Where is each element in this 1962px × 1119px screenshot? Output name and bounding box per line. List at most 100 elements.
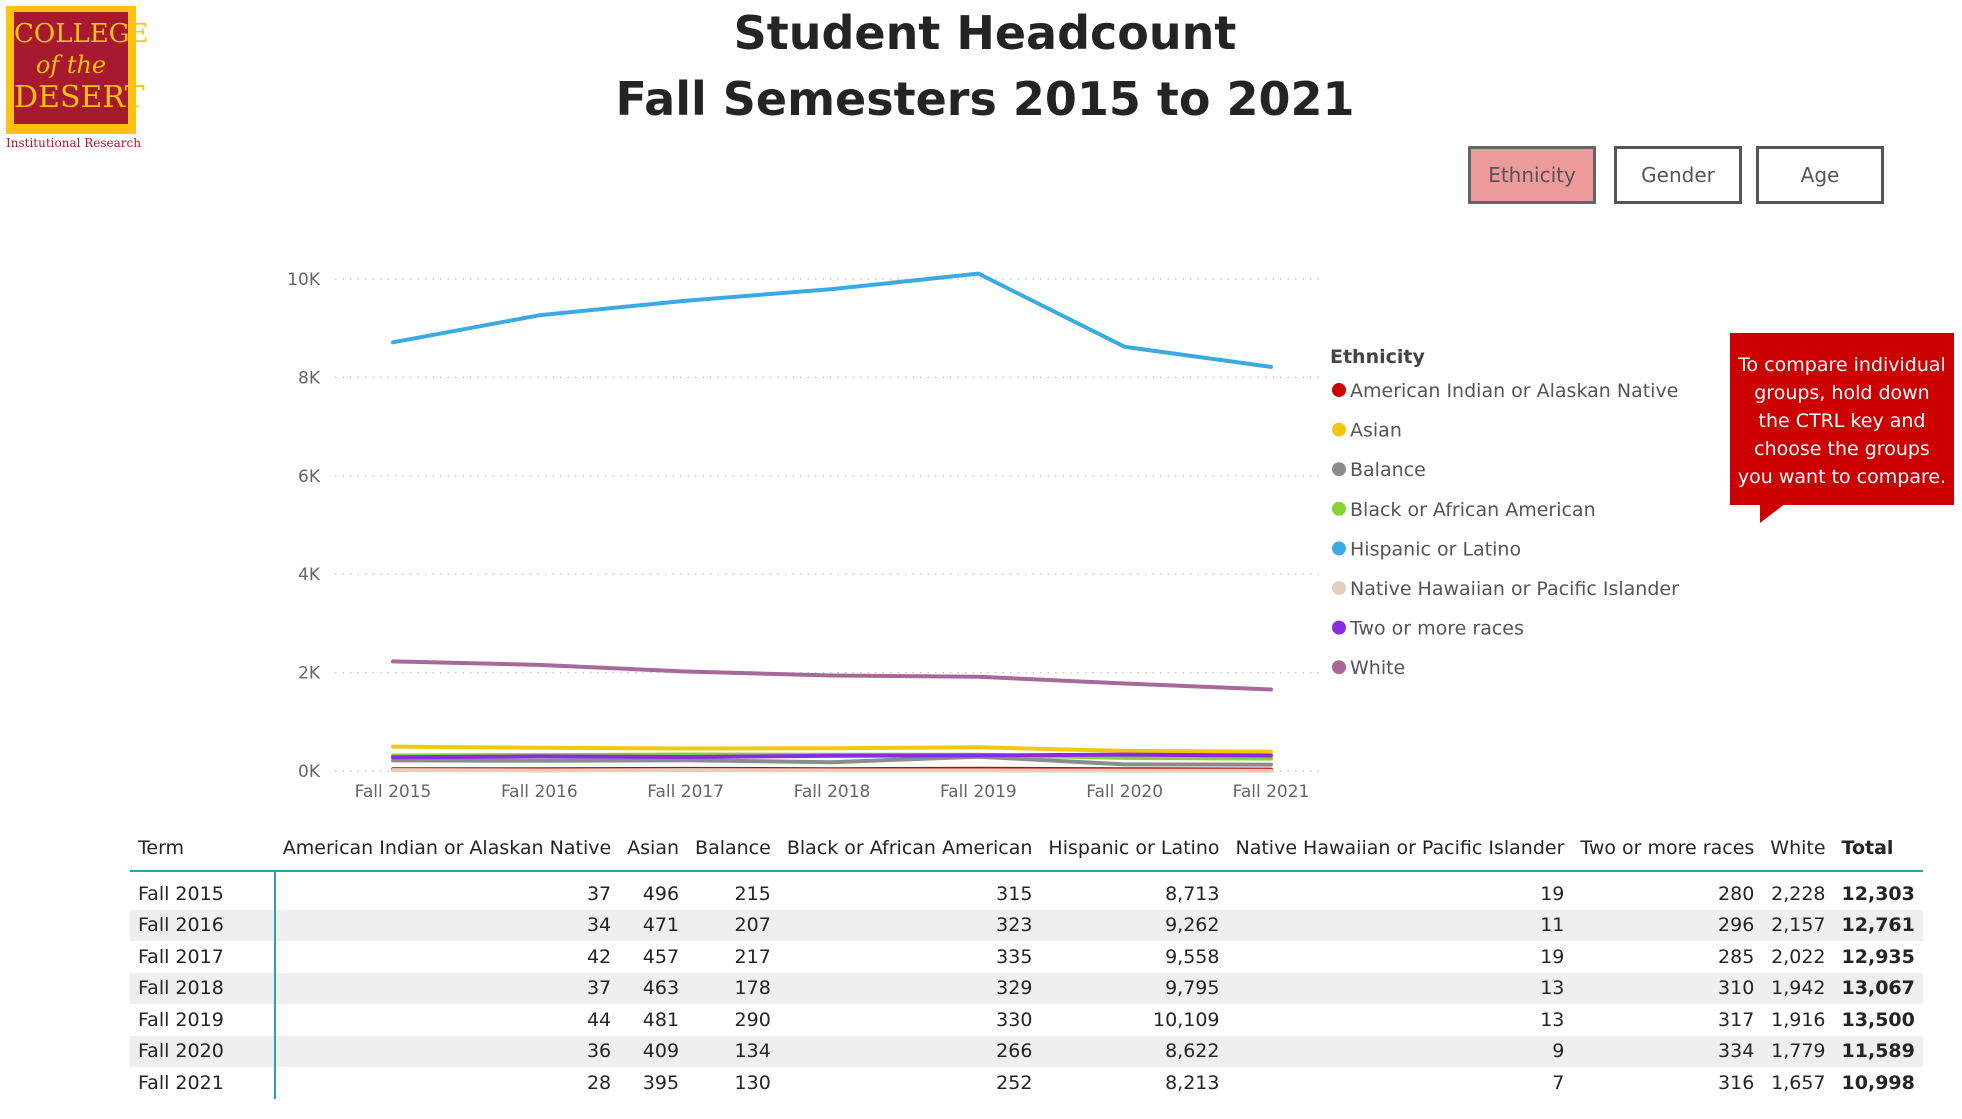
table-cell: 130 xyxy=(734,1071,771,1094)
table-cell: 463 xyxy=(619,972,688,1004)
logo-line-3: DESERT xyxy=(14,80,145,115)
cell-total: 11,589 xyxy=(1833,1035,1923,1067)
table-cell: 290 xyxy=(734,1008,771,1031)
table-cell: 2,157 xyxy=(1762,909,1834,941)
table-cell: 134 xyxy=(687,1035,779,1067)
col-header-native-hawaiian[interactable]: Native Hawaiian or Pacific Islander xyxy=(1227,826,1573,872)
table-cell: 13 xyxy=(1540,1008,1565,1031)
table-cell: 395 xyxy=(642,1071,680,1094)
x-tick-label: Fall 2020 xyxy=(1086,782,1163,802)
series-line-hispanic-or-latino xyxy=(391,271,1273,369)
legend-marker-american-indian-or-alaskan-native xyxy=(1332,383,1346,397)
table-cell: 330 xyxy=(996,1008,1033,1031)
y-tick-label: 6K xyxy=(298,467,321,487)
y-tick-label: 4K xyxy=(298,565,321,585)
legend-marker-black-or-african-american xyxy=(1332,501,1346,516)
table-row: Fall 2020 36 409 134 266 8,622 9 334 1,7… xyxy=(130,1035,1923,1067)
series-line-balance xyxy=(391,754,1273,767)
table-cell: 335 xyxy=(996,945,1033,968)
legend-marker-two-or-more-races xyxy=(1332,620,1346,635)
cell-term: Fall 2015 xyxy=(130,871,276,910)
legend-label-white: White xyxy=(1350,657,1405,679)
col-header-white[interactable]: White xyxy=(1762,826,1834,872)
table-cell: 323 xyxy=(778,909,1041,941)
cell-total: 12,935 xyxy=(1841,945,1915,968)
table-row: Fall 2021 28 395 130 252 8,213 7 316 1,6… xyxy=(130,1067,1923,1099)
series-line-two-or-more-races xyxy=(391,752,1273,760)
x-tick-label: Fall 2019 xyxy=(940,782,1017,802)
col-header-american-indian[interactable]: American Indian or Alaskan Native xyxy=(274,826,620,872)
instruction-callout: To compare individual groups, hold down … xyxy=(1730,333,1954,505)
table-cell: 37 xyxy=(586,882,612,905)
x-tick-label: Fall 2018 xyxy=(794,782,871,802)
legend-label-american-indian-or-alaskan-native: American Indian or Alaskan Native xyxy=(1350,380,1678,402)
table-cell: 9 xyxy=(1227,1035,1573,1067)
table-cell: 334 xyxy=(1572,1035,1763,1067)
table-cell: 36 xyxy=(274,1035,620,1067)
col-header-black[interactable]: Black or African American xyxy=(778,826,1041,872)
table-cell: 34 xyxy=(274,909,620,941)
col-header-asian[interactable]: Asian xyxy=(619,826,688,872)
slicer-button-age[interactable]: Age xyxy=(1756,146,1884,204)
table-row: Fall 2017 42 457 217 335 9,558 19 285 2,… xyxy=(130,941,1923,973)
col-header-hispanic[interactable]: Hispanic or Latino xyxy=(1040,826,1228,872)
x-tick-label: Fall 2017 xyxy=(647,782,724,802)
logo-line-2: of the xyxy=(35,51,107,79)
table-cell: 315 xyxy=(996,882,1033,905)
table-cell: 7 xyxy=(1552,1071,1565,1094)
table-cell: 215 xyxy=(734,882,771,905)
x-tick-label: Fall 2016 xyxy=(501,782,578,802)
table-cell: 8,713 xyxy=(1165,882,1220,905)
series-line-white xyxy=(391,659,1273,692)
title-line-2: Fall Semesters 2015 to 2021 xyxy=(615,72,1355,126)
slicer-button-ethnicity[interactable]: Ethnicity xyxy=(1468,146,1596,204)
legend-marker-balance xyxy=(1332,462,1346,477)
legend-marker-white xyxy=(1332,660,1346,675)
headcount-table: Term American Indian or Alaskan Native A… xyxy=(130,826,1923,1099)
y-tick-label: 2K xyxy=(298,664,321,684)
table-cell: 329 xyxy=(778,972,1041,1004)
table-cell: 471 xyxy=(619,909,688,941)
table-cell: 44 xyxy=(586,1008,612,1031)
cell-total: 13,500 xyxy=(1841,1008,1915,1031)
series-line-native-hawaiian-or-pacific-islander xyxy=(391,768,1273,773)
table-row: Fall 2016 34 471 207 323 9,262 11 296 2,… xyxy=(130,909,1923,941)
table-cell: 1,779 xyxy=(1762,1035,1834,1067)
logo-line-1: COLLEGE xyxy=(14,19,149,49)
legend-label-asian: Asian xyxy=(1350,420,1402,442)
table-cell: 19 xyxy=(1540,945,1565,968)
table-cell: 11 xyxy=(1227,909,1573,941)
table-row: Fall 2018 37 463 178 329 9,795 13 310 1,… xyxy=(130,972,1923,1004)
table-cell: 19 xyxy=(1540,882,1565,905)
table-cell: 9,795 xyxy=(1040,972,1228,1004)
legend-title: Ethnicity xyxy=(1330,346,1425,368)
legend-marker-asian xyxy=(1332,422,1346,437)
table-cell: 8,622 xyxy=(1040,1035,1228,1067)
table-cell: 1,916 xyxy=(1771,1008,1826,1031)
table-cell: 37 xyxy=(274,972,620,1004)
table-cell: 9,262 xyxy=(1040,909,1228,941)
table-cell: 317 xyxy=(1718,1008,1755,1031)
cell-total: 12,303 xyxy=(1841,882,1915,905)
table-cell: 10,109 xyxy=(1153,1008,1220,1031)
table-cell: 409 xyxy=(619,1035,688,1067)
logo-subtitle: Institutional Research xyxy=(6,136,141,150)
col-header-balance[interactable]: Balance xyxy=(687,826,779,872)
table-cell: 252 xyxy=(996,1071,1033,1094)
slicer-button-gender[interactable]: Gender xyxy=(1614,146,1742,204)
col-header-term[interactable]: Term xyxy=(130,826,275,872)
table-cell: 28 xyxy=(586,1071,612,1094)
col-header-total[interactable]: Total xyxy=(1833,826,1923,872)
legend-label-hispanic-or-latino: Hispanic or Latino xyxy=(1350,538,1521,560)
table-cell: 310 xyxy=(1572,972,1763,1004)
table-row: Fall 2015 37 496 215 315 8,713 19 280 2,… xyxy=(130,871,1923,910)
table-cell: 481 xyxy=(642,1008,680,1031)
x-tick-label: Fall 2021 xyxy=(1233,782,1310,802)
y-tick-label: 0K xyxy=(298,762,321,782)
table-cell: 316 xyxy=(1718,1071,1755,1094)
table-row: Fall 2019 44 481 290 330 10,109 13 317 1… xyxy=(130,1004,1923,1036)
col-header-two-or-more[interactable]: Two or more races xyxy=(1572,826,1763,872)
table-cell: 496 xyxy=(642,882,680,905)
series-line-asian xyxy=(391,744,1273,754)
logo-badge: COLLEGE of the DESERT xyxy=(14,12,149,124)
